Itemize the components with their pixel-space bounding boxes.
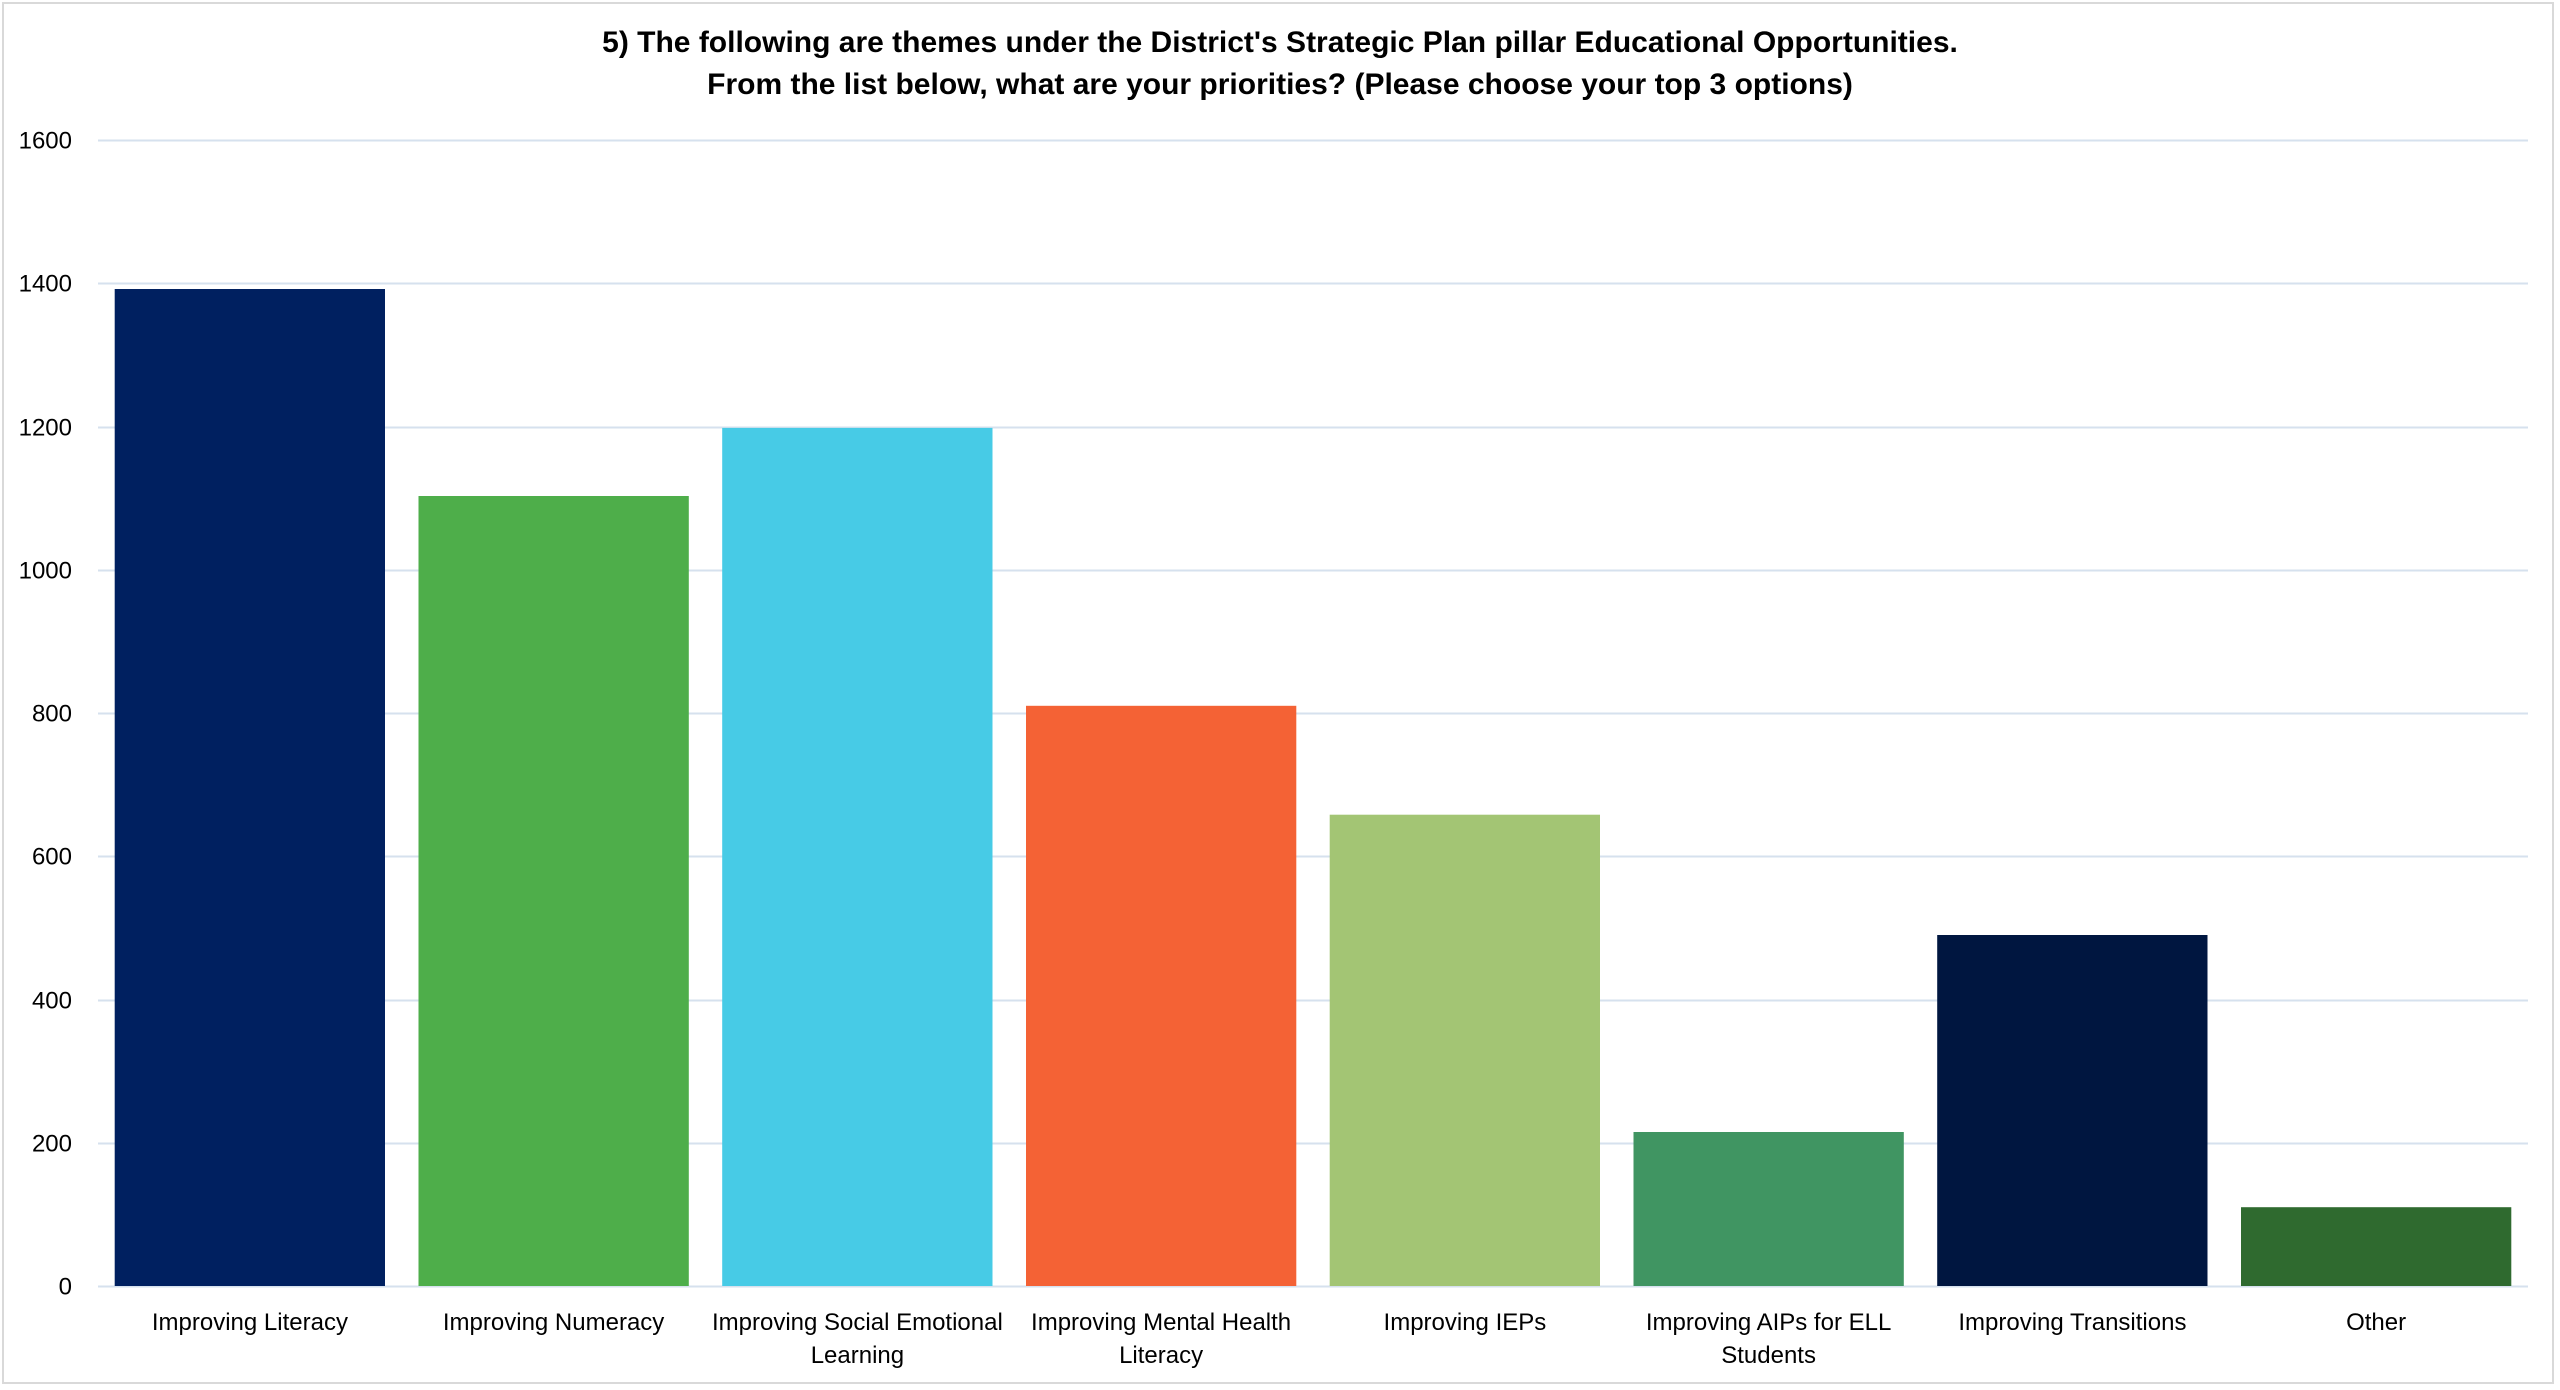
y-tick-label: 800: [32, 701, 72, 728]
x-category-label-line: Improving Transitions: [1958, 1309, 2186, 1336]
x-category-label-line: Learning: [811, 1342, 904, 1369]
x-category-label: Improving Transitions: [1958, 1309, 2186, 1336]
y-tick-label: 1000: [19, 558, 72, 585]
x-category-label: Improving Literacy: [152, 1309, 348, 1336]
chart-title: 5) The following are themes under the Di…: [0, 22, 2560, 106]
x-category-label-line: Improving Literacy: [152, 1309, 348, 1336]
bars: [114, 289, 2512, 1286]
bar: [1329, 814, 1600, 1286]
x-category-label-line: Students: [1721, 1342, 1816, 1369]
x-axis-category-labels: Improving Literacy Improving Numeracy Impr…: [152, 1309, 2406, 1369]
bar: [1633, 1132, 1904, 1286]
x-category-label: Improving Numeracy: [443, 1309, 664, 1336]
x-category-label-line: Literacy: [1119, 1342, 1203, 1369]
y-tick-label: 0: [59, 1274, 72, 1301]
bar: [114, 289, 385, 1286]
y-tick-label: 400: [32, 988, 72, 1015]
y-tick-label: 200: [32, 1131, 72, 1158]
bar: [418, 496, 689, 1286]
x-category-label-line: Other: [2346, 1309, 2406, 1336]
x-category-label-line: Improving AIPs for ELL: [1646, 1309, 1891, 1336]
x-category-label: Improving Social Emotional Learning: [712, 1309, 1003, 1369]
y-tick-label: 1400: [19, 271, 72, 298]
y-tick-label: 600: [32, 844, 72, 871]
x-category-label: Improving AIPs for ELL Students: [1646, 1309, 1891, 1369]
x-category-label: Improving IEPs: [1384, 1309, 1547, 1336]
bar: [722, 427, 993, 1286]
x-category-label-line: Improving IEPs: [1384, 1309, 1547, 1336]
chart-title-line-2: From the list below, what are your prior…: [707, 68, 1853, 101]
bar: [1026, 705, 1297, 1286]
y-tick-label: 1600: [19, 128, 72, 155]
x-category-label: Other: [2346, 1309, 2406, 1336]
y-tick-label: 1200: [19, 415, 72, 442]
x-category-label: Improving Mental Health Literacy: [1031, 1309, 1291, 1369]
bar: [2241, 1207, 2512, 1286]
chart-title-line-1: 5) The following are themes under the Di…: [602, 26, 1958, 59]
x-category-label-line: Improving Social Emotional: [712, 1309, 1003, 1336]
y-axis-tick-labels: 0 200 400 600 800 1000 1200 1400 1600: [19, 128, 72, 1301]
bar: [1937, 935, 2208, 1286]
x-category-label-line: Improving Numeracy: [443, 1309, 664, 1336]
x-category-label-line: Improving Mental Health: [1031, 1309, 1291, 1336]
